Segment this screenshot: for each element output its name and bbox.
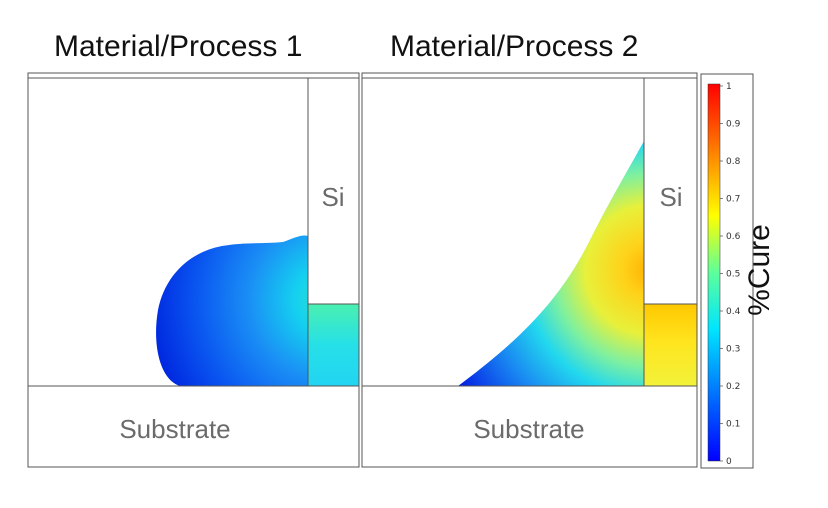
si-gap-fill-1 [308, 304, 359, 386]
si-label-2: Si [659, 182, 682, 212]
panel-2-title: Material/Process 2 [390, 30, 639, 63]
panel-1-title: Material/Process 1 [54, 30, 303, 63]
colorbar-tick-label: 0 [726, 457, 732, 467]
colorbar-tick-label: 0.7 [726, 195, 740, 205]
resin-cure-region-2 [458, 141, 644, 386]
colorbar-tick-label: 0.8 [726, 157, 741, 167]
colorbar-ticks: 1 0.9 0.8 0.7 0.6 0.5 0.4 0.3 0.2 0.1 0 [720, 82, 741, 467]
colorbar-tick-label: 0.9 [726, 120, 741, 130]
colorbar-tick-label: 0.4 [726, 307, 741, 317]
panel-1-frame [27, 72, 360, 468]
si-gap-fill-2 [644, 304, 697, 386]
si-label-1: Si [321, 182, 344, 212]
colorbar-tick-label: 0.5 [726, 270, 740, 280]
colorbar-label: %Cure [743, 224, 776, 316]
resin-cure-region-1 [156, 235, 308, 386]
panel-2-frame [361, 72, 698, 468]
si-block-outline-1 [307, 78, 359, 386]
colorbar-tick-label: 0.1 [726, 420, 740, 430]
colorbar: 1 0.9 0.8 0.7 0.6 0.5 0.4 0.3 0.2 0.1 0 [700, 73, 754, 469]
colorbar-tick-label: 0.3 [726, 345, 740, 355]
colorbar-tick-label: 1 [726, 82, 732, 92]
colorbar-gradient [707, 83, 721, 462]
colorbar-tick-label: 0.6 [726, 232, 741, 242]
panel-2: Si Substrate [361, 72, 698, 468]
colorbar-outline [700, 73, 754, 469]
substrate-label-1: Substrate [119, 414, 230, 444]
si-block-outline-2 [643, 78, 697, 386]
colorbar-tick-label: 0.2 [726, 382, 740, 392]
substrate-label-2: Substrate [473, 414, 584, 444]
panel-1: Si Substrate [27, 72, 360, 468]
